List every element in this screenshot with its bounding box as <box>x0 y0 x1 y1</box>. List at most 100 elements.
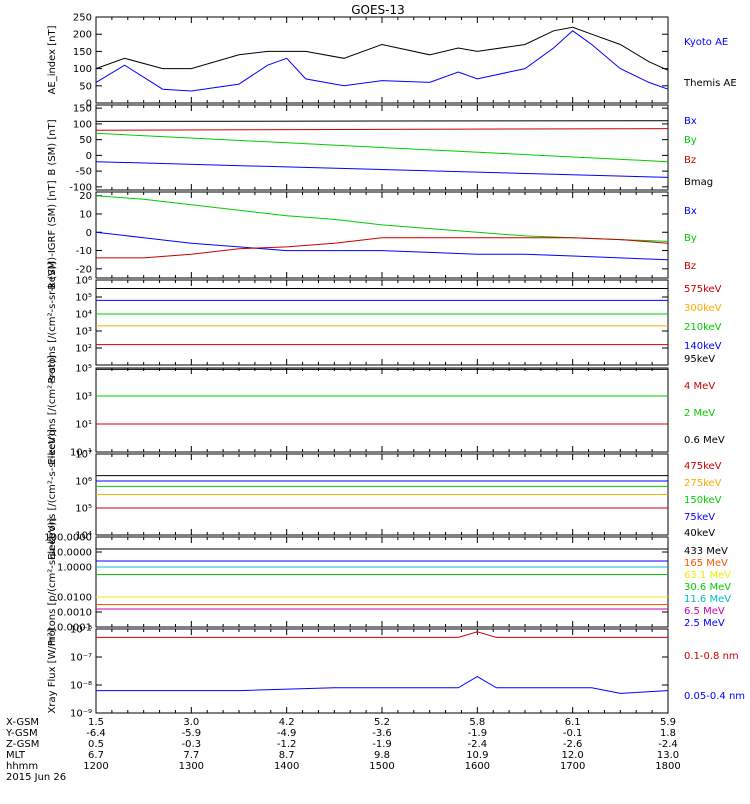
time-axis-row-label: Z-GSM <box>6 739 39 750</box>
panel-8-y-axis-label: Xray Flux [W/m²] <box>47 628 58 713</box>
panel-8-series-2-line <box>96 676 669 694</box>
panel-8-legend-2: 0.05-0.4 nm <box>684 691 745 702</box>
panel-2-legend-4: Bmag <box>684 177 713 188</box>
panel-4-y-tick-label: 10² <box>75 344 92 355</box>
panel-6-legend-4: 75keV <box>684 512 715 523</box>
time-axis-value: 1500 <box>369 761 394 772</box>
panel-3-legend-1: Bx <box>684 206 697 217</box>
time-axis-value: 1200 <box>83 761 108 772</box>
panel-5-legend-1: 4 MeV <box>684 381 715 392</box>
panel-2-legend-3: Bz <box>684 155 696 166</box>
time-axis-value: 7.7 <box>183 750 199 761</box>
time-axis-value: 3.0 <box>183 717 199 728</box>
time-axis-row-label: X-GSM <box>6 717 39 728</box>
panel-6-legend-3: 150keV <box>684 495 722 506</box>
time-axis-value: 5.9 <box>660 717 676 728</box>
time-axis-value: -1.2 <box>277 739 297 750</box>
time-axis-value: 4.2 <box>279 717 295 728</box>
panel-2-y-tick-label: 150 <box>73 104 92 115</box>
time-axis-value: 5.8 <box>469 717 485 728</box>
panel-6-y-tick-label: 10⁷ <box>75 450 92 461</box>
panel-3-y-tick-label: -10 <box>76 246 92 257</box>
panel-3-legend-3: Bz <box>684 261 696 272</box>
panel-5-y-axis-label: Electrons [/(cm²-s-sr)] <box>47 355 58 464</box>
time-axis-value: -2.6 <box>563 739 583 750</box>
panel-3-y-tick-label: 10 <box>79 209 92 220</box>
panel-1-y-tick-label: 200 <box>73 30 92 41</box>
panel-1-legend-1: Kyoto AE <box>684 37 728 48</box>
panel-1-y-tick-label: 0 <box>86 99 92 110</box>
time-axis-row-label: MLT <box>6 750 26 761</box>
time-axis-value: 1.8 <box>660 728 676 739</box>
panel-1-y-tick-label: 50 <box>79 81 92 92</box>
panel-2-series-1-line <box>95 161 669 178</box>
panel-7-legend-3: 63.1 MeV <box>684 570 731 581</box>
time-axis-value: -1.9 <box>468 728 488 739</box>
time-axis-value: 1.5 <box>88 717 104 728</box>
time-axis-value: -2.4 <box>658 739 678 750</box>
panel-8-series-1-line <box>96 631 668 638</box>
panel-1-y-tick-label: 150 <box>73 47 92 58</box>
panel-2-legend-2: By <box>684 135 697 146</box>
panel-5-y-tick-label: 10³ <box>75 392 92 403</box>
panel-4-legend-5: 95keV <box>684 354 715 365</box>
panel-3-series-3-line <box>96 237 669 259</box>
panel-7-y-tick-label: 100.0000 <box>44 533 92 544</box>
panel-7-y-tick-label: 0.0010 <box>57 608 92 619</box>
panel-1-y-tick-label: 100 <box>73 64 92 75</box>
time-axis-value: 0.5 <box>88 739 104 750</box>
time-axis-value: 1300 <box>179 761 204 772</box>
time-axis-value: -5.9 <box>182 728 202 739</box>
panel-1-legend-2: Themis AE <box>683 78 737 89</box>
panel-3-series-2-line <box>95 195 669 242</box>
time-axis-value: -4.9 <box>277 728 297 739</box>
panel-3-legend-2: By <box>684 233 697 244</box>
panel-2-series-4-line <box>95 120 669 122</box>
time-axis-value: 1600 <box>465 761 490 772</box>
panel-8-y-tick-label: 10⁻⁷ <box>70 653 92 664</box>
panel-5-frame <box>95 367 669 453</box>
panel-4-legend-2: 300keV <box>684 303 722 314</box>
plot-title: GOES-13 <box>351 3 405 17</box>
time-axis-date: 2015 Jun 26 <box>6 772 66 783</box>
panel-2-y-tick-label: -50 <box>76 167 92 178</box>
panel-5-y-tick-label: 10¹ <box>75 420 92 431</box>
panel-3-y-axis-label: B (SM)-IGRF (SM) [nT] <box>47 180 58 289</box>
panel-2-y-tick-label: 50 <box>79 135 92 146</box>
panel-5-y-tick-label: 10⁵ <box>75 364 92 375</box>
panel-4-frame <box>95 279 669 366</box>
panel-4-legend-1: 575keV <box>684 284 722 295</box>
panel-8-y-tick-label: 10⁻⁹ <box>70 709 92 720</box>
panel-2-legend-1: Bx <box>684 116 697 127</box>
time-axis-value: 9.8 <box>374 750 390 761</box>
panel-4-legend-3: 210keV <box>684 322 722 333</box>
panel-4-y-axis-label: Protons [/(cm²-s-sr-keV)] <box>47 261 58 383</box>
time-axis-value: 12.0 <box>562 750 584 761</box>
time-axis-value: -0.1 <box>563 728 583 739</box>
panel-6-y-tick-label: 10⁵ <box>75 504 92 515</box>
panel-4-y-tick-label: 10³ <box>75 327 92 338</box>
panel-6-y-tick-label: 10⁴ <box>75 531 92 542</box>
time-axis-row-label: hhmm <box>6 761 38 772</box>
time-axis-value: -0.3 <box>182 739 202 750</box>
time-axis-value: 5.2 <box>374 717 390 728</box>
panel-6-legend-1: 475keV <box>684 461 722 472</box>
panel-2-y-tick-label: -100 <box>69 182 92 193</box>
time-axis-value: -3.6 <box>372 728 392 739</box>
panel-7-y-axis-label: Protons [p/(cm²-s-sr-keV)] <box>47 518 58 646</box>
panel-1-series-2-line <box>95 26 669 71</box>
panel-7-legend-6: 6.5 MeV <box>684 606 725 617</box>
time-axis-value: 8.7 <box>279 750 295 761</box>
panel-7-legend-4: 30.6 MeV <box>684 582 731 593</box>
panel-4-y-tick-label: 10⁵ <box>75 293 92 304</box>
panel-8-legend-1: 0.1-0.8 nm <box>684 651 739 662</box>
panel-7-legend-2: 165 MeV <box>684 558 728 569</box>
panel-3-y-tick-label: 0 <box>86 228 92 239</box>
time-axis-value: 1700 <box>560 761 585 772</box>
panel-7-y-tick-label: 0.0100 <box>57 593 92 604</box>
panel-5-legend-2: 2 MeV <box>684 408 715 419</box>
panel-2-series-2-line <box>95 132 669 163</box>
panel-4-y-tick-label: 10⁶ <box>75 276 92 287</box>
panel-7-y-tick-label: 1.0000 <box>57 563 92 574</box>
